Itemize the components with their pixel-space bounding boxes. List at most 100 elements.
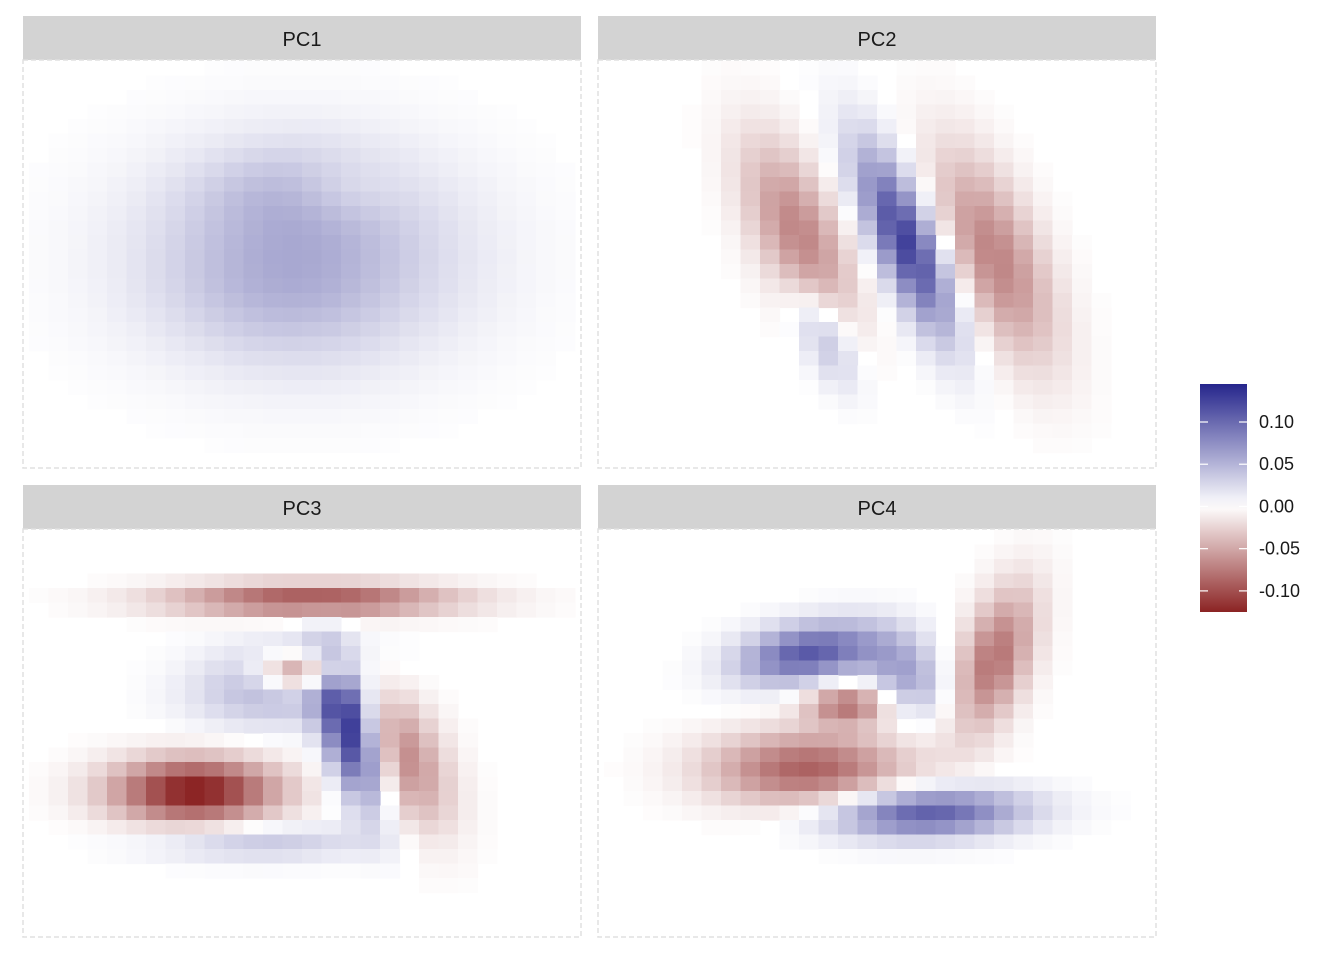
heatmap-cell bbox=[1033, 820, 1054, 836]
heatmap-cell bbox=[419, 380, 440, 396]
heatmap-cell bbox=[740, 820, 761, 836]
heatmap-cell bbox=[282, 191, 303, 207]
heatmap-cell bbox=[399, 365, 420, 381]
heatmap-cell bbox=[662, 805, 683, 821]
heatmap-cell bbox=[916, 820, 937, 836]
heatmap-cell bbox=[282, 162, 303, 178]
heatmap-cell bbox=[68, 733, 89, 749]
heatmap-cell bbox=[29, 293, 50, 309]
heatmap-cell bbox=[165, 776, 186, 792]
heatmap-cell bbox=[497, 177, 518, 193]
heatmap-cell bbox=[877, 162, 898, 178]
heatmap-cell bbox=[282, 75, 303, 91]
heatmap-cell bbox=[29, 278, 50, 294]
colorbar-tick-label: -0.10 bbox=[1259, 581, 1300, 601]
heatmap-cell bbox=[263, 104, 284, 120]
heatmap-cell bbox=[799, 133, 820, 149]
heatmap-cell bbox=[146, 617, 167, 633]
heatmap-cell bbox=[1091, 365, 1112, 381]
heatmap-cell bbox=[974, 409, 995, 425]
heatmap-cell bbox=[760, 278, 781, 294]
heatmap-cell bbox=[48, 602, 69, 618]
heatmap-cell bbox=[146, 293, 167, 309]
heatmap-cell bbox=[994, 119, 1015, 135]
heatmap-cell bbox=[916, 776, 937, 792]
heatmap-cell bbox=[896, 206, 917, 222]
heatmap-cell bbox=[799, 177, 820, 193]
heatmap-cell bbox=[282, 776, 303, 792]
heatmap-cell bbox=[302, 162, 323, 178]
heatmap-cell bbox=[516, 162, 537, 178]
heatmap-cell bbox=[701, 162, 722, 178]
heatmap-cell bbox=[243, 191, 264, 207]
heatmap-cell bbox=[224, 820, 245, 836]
heatmap-cell bbox=[380, 191, 401, 207]
heatmap-cell bbox=[1013, 588, 1034, 604]
heatmap-cell bbox=[838, 689, 859, 705]
heatmap-cell bbox=[321, 423, 342, 439]
heatmap-cell bbox=[857, 148, 878, 164]
heatmap-cell bbox=[701, 206, 722, 222]
heatmap-cell bbox=[799, 162, 820, 178]
heatmap-cell bbox=[1072, 791, 1093, 807]
heatmap-cell bbox=[165, 733, 186, 749]
heatmap-cell bbox=[818, 394, 839, 410]
heatmap-cell bbox=[243, 747, 264, 763]
heatmap-cell bbox=[204, 264, 225, 280]
heatmap-cell bbox=[516, 322, 537, 338]
heatmap-cell bbox=[146, 733, 167, 749]
heatmap-cell bbox=[341, 689, 362, 705]
heatmap-cell bbox=[321, 704, 342, 720]
heatmap-cell bbox=[360, 206, 381, 222]
heatmap-cell bbox=[818, 264, 839, 280]
heatmap-cell bbox=[321, 177, 342, 193]
heatmap-cell bbox=[955, 776, 976, 792]
heatmap-cell bbox=[87, 588, 108, 604]
heatmap-cell bbox=[740, 718, 761, 734]
heatmap-cell bbox=[974, 206, 995, 222]
heatmap-cell bbox=[974, 602, 995, 618]
heatmap-cell bbox=[955, 380, 976, 396]
heatmap-cell bbox=[623, 776, 644, 792]
heatmap-cell bbox=[282, 293, 303, 309]
heatmap-cell bbox=[399, 689, 420, 705]
heatmap-cell bbox=[838, 588, 859, 604]
heatmap-cell bbox=[185, 133, 206, 149]
heatmap-cell bbox=[896, 791, 917, 807]
heatmap-cell bbox=[380, 75, 401, 91]
heatmap-cell bbox=[146, 776, 167, 792]
heatmap-cell bbox=[243, 322, 264, 338]
heatmap-cell bbox=[419, 264, 440, 280]
heatmap-cell bbox=[263, 394, 284, 410]
heatmap-cell bbox=[458, 820, 479, 836]
heatmap-cell bbox=[438, 293, 459, 309]
heatmap-cell bbox=[438, 573, 459, 589]
heatmap-cell bbox=[360, 849, 381, 865]
heatmap-cell bbox=[204, 689, 225, 705]
heatmap-cell bbox=[955, 617, 976, 633]
heatmap-cell bbox=[360, 704, 381, 720]
heatmap-cell bbox=[916, 631, 937, 647]
heatmap-cell bbox=[282, 177, 303, 193]
heatmap-cell bbox=[165, 409, 186, 425]
heatmap-cell bbox=[623, 733, 644, 749]
heatmap-cell bbox=[896, 646, 917, 662]
heatmap-cell bbox=[399, 380, 420, 396]
heatmap-cell bbox=[360, 820, 381, 836]
heatmap-cell bbox=[87, 602, 108, 618]
heatmap-cell bbox=[1052, 409, 1073, 425]
heatmap-cell bbox=[799, 776, 820, 792]
heatmap-cell bbox=[916, 791, 937, 807]
heatmap-cell bbox=[243, 264, 264, 280]
heatmap-cell bbox=[419, 849, 440, 865]
heatmap-cell bbox=[243, 660, 264, 676]
heatmap-cell bbox=[994, 235, 1015, 251]
heatmap-cell bbox=[555, 191, 576, 207]
heatmap-cell bbox=[360, 423, 381, 439]
heatmap-cell bbox=[857, 293, 878, 309]
heatmap-cell bbox=[760, 704, 781, 720]
heatmap-cell bbox=[419, 162, 440, 178]
heatmap-cell bbox=[779, 264, 800, 280]
heatmap-cell bbox=[107, 762, 128, 778]
heatmap-cell bbox=[146, 834, 167, 850]
